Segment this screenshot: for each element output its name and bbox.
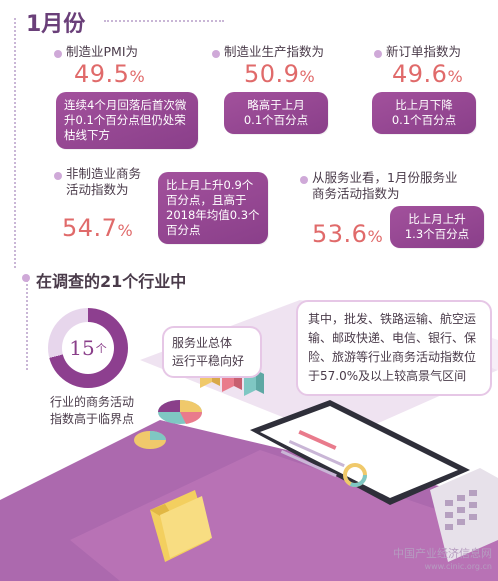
page-title: 1月份 [26, 12, 86, 37]
industry-detail-bubble: 其中，批发、铁路运输、航空运输、邮政快递、电信、银行、保险、旅游等行业商务活动指… [296, 300, 492, 396]
new-orders-note: 比上月下降 0.1个百分点 [372, 92, 476, 134]
pmi-label: 制造业PMI为 [66, 44, 139, 59]
bullet-dot [22, 274, 30, 282]
bullet-dot [374, 50, 382, 58]
non-manufacturing-label: 非制造业商务 活动指数为 [66, 166, 142, 197]
folder-icon [150, 490, 212, 562]
survey-count-caption: 行业的商务活动 指数高于临界点 [49, 395, 134, 426]
new-orders-value: 49.6% [392, 60, 464, 88]
title-divider [104, 20, 224, 22]
watermark: 中国产业经济信息网 www.cinic.org.cn [393, 547, 492, 571]
bullet-dot [212, 50, 220, 58]
services-value: 53.6% [312, 220, 384, 248]
survey-title: 在调查的21个行业中 [36, 272, 187, 291]
survey-count: 15 个 [62, 322, 114, 374]
small-pie-icon [134, 431, 166, 449]
services-label: 从服务业看，1月份服务业 商务活动指数为 [312, 170, 458, 201]
bullet-dot [54, 50, 62, 58]
new-orders-label: 新订单指数为 [386, 44, 462, 59]
timeline-line-2 [26, 280, 28, 370]
pie-chart-icon [158, 400, 203, 424]
bullet-dot [300, 176, 308, 184]
service-trend-bubble: 服务业总体 运行平稳向好 [162, 326, 262, 378]
bullet-dot [54, 172, 62, 180]
pmi-note: 连续4个月回落后首次微升0.1个百分点但仍处荣枯线下方 [56, 92, 198, 149]
non-manufacturing-value: 54.7% [62, 214, 134, 242]
production-value: 50.9% [244, 60, 316, 88]
tablet-icon [250, 400, 470, 505]
production-label: 制造业生产指数为 [224, 44, 325, 59]
non-manufacturing-note: 比上月上升0.9个百分点，且高于2018年均值0.3个百分点 [158, 172, 268, 244]
production-note: 略高于上月 0.1个百分点 [224, 92, 328, 134]
pmi-value: 49.5% [74, 60, 146, 88]
services-note: 比上月上升 1.3个百分点 [390, 206, 484, 248]
timeline-line [14, 18, 16, 268]
